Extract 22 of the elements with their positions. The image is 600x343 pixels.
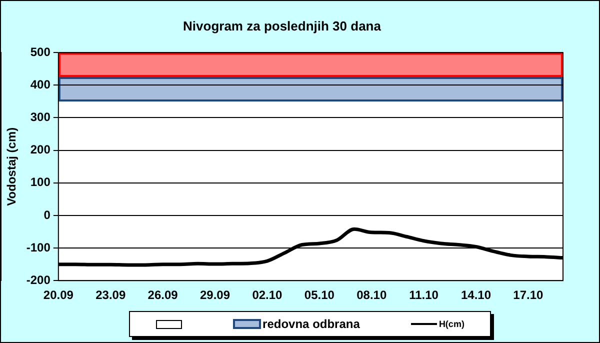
x-tick-label: 14.10 — [460, 288, 492, 302]
y-tick-label: 400 — [30, 77, 51, 92]
x-tick-label: 08.10 — [356, 288, 387, 302]
x-tick-label: 05.10 — [304, 288, 335, 302]
y-axis-title: Vodostaj (cm) — [4, 127, 19, 206]
legend-label: redovna odbrana — [262, 317, 360, 331]
y-tick-label: 300 — [30, 110, 51, 124]
y-tick-label: 200 — [30, 142, 51, 157]
chart-title: Nivogram za poslednjih 30 dana — [183, 18, 382, 34]
x-tick-label: 17.10 — [513, 288, 544, 302]
x-tick-label: 29.09 — [200, 288, 230, 302]
x-tick-label: 11.10 — [409, 288, 439, 302]
x-tick-label: 20.09 — [43, 288, 74, 302]
y-tick-label: 500 — [30, 44, 51, 59]
x-tick-label: 02.10 — [252, 288, 283, 302]
y-tick-label: 100 — [30, 175, 51, 190]
legend-label: H(cm) — [438, 319, 464, 329]
y-tick-label: 0 — [44, 208, 51, 222]
y-tick-label: -200 — [26, 272, 51, 287]
x-tick-label: 26.09 — [148, 288, 178, 302]
y-tick-label: -100 — [26, 240, 51, 254]
x-tick-label: 23.09 — [96, 288, 126, 302]
